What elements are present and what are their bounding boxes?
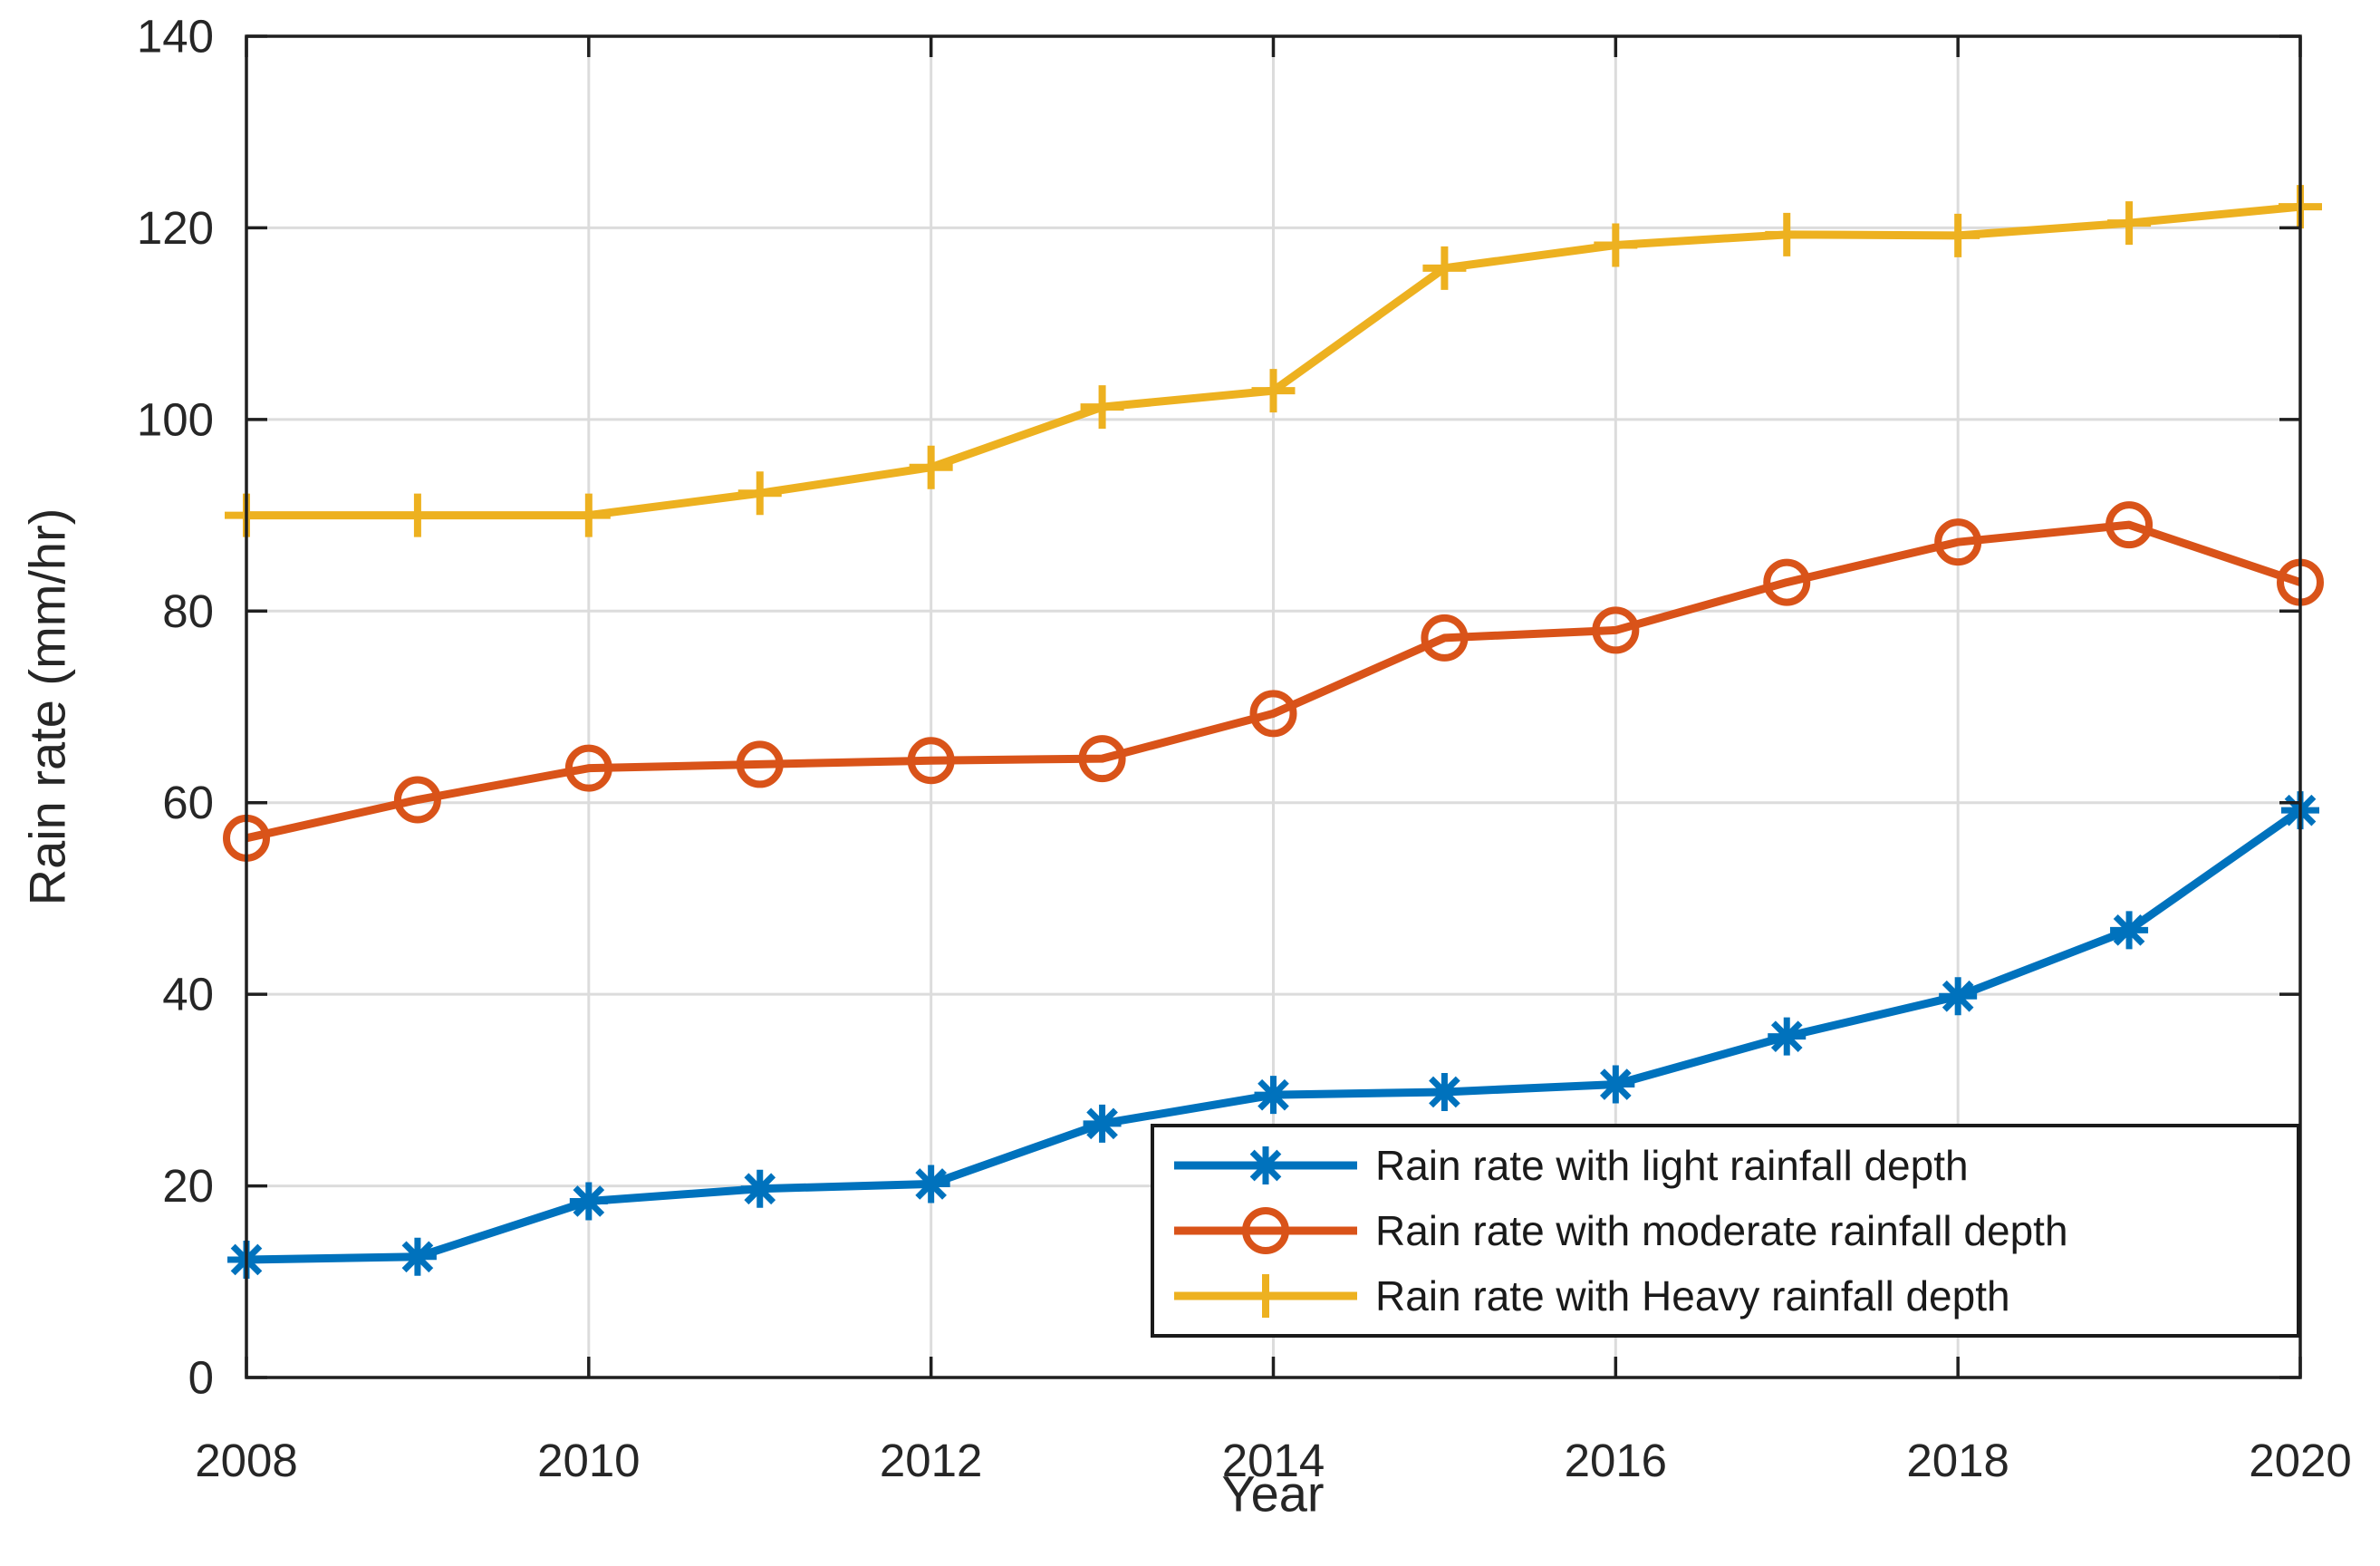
legend-sample-light-icon [1174,1146,1357,1184]
y-tick-label: 60 [162,777,214,828]
legend-item: Rain rate with moderate rainfall depth [1171,1199,2297,1262]
asterisk-marker [401,1241,434,1273]
x-tick-label: 2010 [537,1435,640,1486]
series-line [246,520,2302,843]
legend-item-label: Rain rate with Heavy rainfall depth [1375,1272,2010,1320]
x-tick-label: 2008 [195,1435,297,1486]
asterisk-marker [1257,1078,1289,1111]
asterisk-marker [915,1168,947,1200]
legend-sample-moderate-icon [1174,1207,1357,1254]
x-axis-label: Year [1221,1464,1325,1522]
legend: Rain rate with light rainfall depth Rain… [1151,1124,2300,1338]
legend-item: Rain rate with light rainfall depth [1171,1134,2297,1197]
asterisk-marker [1600,1068,1632,1100]
asterisk-marker [1429,1076,1460,1108]
asterisk-marker [573,1185,605,1217]
x-tick-label: 2016 [1565,1435,1667,1486]
x-tick-label: 2018 [1906,1435,2009,1486]
y-tick-label: 120 [137,202,214,254]
circle-marker [1934,518,1982,566]
x-tick-label: 2014 [1222,1435,1325,1486]
circle-marker [393,776,441,824]
y-tick-label: 0 [188,1352,214,1404]
circle-marker [2105,501,2154,549]
y-axis-label: Rain rate (mm/hr) [18,508,76,906]
x-tick-label: 2012 [880,1435,982,1486]
asterisk-marker [1942,980,1974,1012]
circle-marker [1078,735,1126,783]
circle-marker [907,737,955,785]
asterisk-marker [1086,1107,1118,1140]
y-tick-label: 80 [162,585,214,637]
asterisk-marker [744,1173,776,1205]
legend-item-label: Rain rate with moderate rainfall depth [1375,1207,2068,1254]
legend-sample-heavy-icon [1174,1274,1357,1318]
circle-marker [564,744,612,792]
asterisk-marker [1770,1020,1803,1052]
legend-circle-marker [1242,1207,1289,1254]
y-tick-label: 40 [162,969,214,1020]
legend-item-label: Rain rate with light rainfall depth [1375,1142,1969,1189]
y-tick-label: 140 [137,11,214,63]
legend-item: Rain rate with Heavy rainfall depth [1171,1264,2297,1328]
legend-sample-line [1249,1149,1282,1182]
circle-marker [1421,614,1469,662]
asterisk-marker [2113,914,2145,946]
y-tick-label: 20 [162,1160,214,1212]
x-tick-label: 2020 [2249,1435,2351,1486]
circle-marker [1592,606,1640,654]
y-tick-label: 100 [137,393,214,445]
circle-marker [1249,690,1297,738]
circle-marker [1763,558,1811,606]
circle-marker [736,740,784,788]
